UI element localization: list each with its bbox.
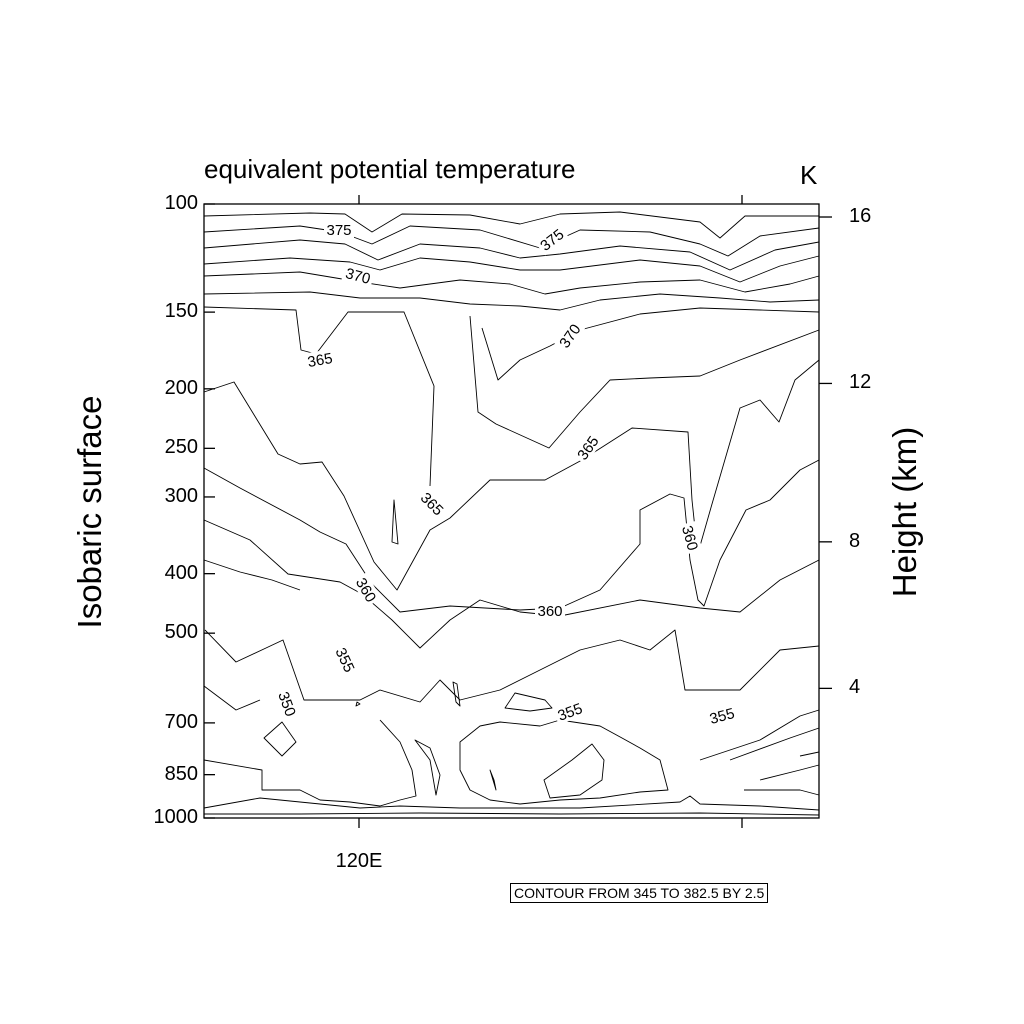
y-tick-label: 250 [164, 436, 198, 459]
contour-line [203, 459, 820, 613]
units-label: K [800, 160, 818, 190]
y-tick-label: 100 [164, 192, 198, 214]
contour-line [263, 721, 297, 757]
chart-title: equivalent potential temperature [204, 154, 576, 184]
y2-tick-label: 4 [849, 676, 861, 699]
contour-line [452, 681, 461, 707]
contour-label-bg [303, 348, 337, 371]
contour-label: 355 [708, 705, 737, 728]
contour-label-bg [324, 221, 354, 238]
contour-line [203, 519, 820, 649]
contour-line [203, 271, 820, 295]
contour-label-bg [554, 318, 586, 353]
contour-label-bg [705, 703, 739, 728]
contour-label-bg [552, 698, 587, 725]
y-tick-label: 700 [164, 710, 198, 733]
contour-label: 375 [326, 222, 351, 239]
y-tick-label: 300 [164, 484, 198, 507]
plot-frame [203, 203, 820, 819]
contour-line [203, 685, 261, 711]
y-tick-label: 200 [164, 376, 198, 399]
contour-line [799, 751, 820, 757]
contour-line [355, 701, 361, 707]
y-tick-label: 500 [164, 621, 198, 644]
x-tick-label: 120E [335, 850, 383, 872]
contour-line [459, 719, 669, 805]
contour-line [469, 315, 820, 449]
contour-label-bg [415, 487, 449, 521]
y-tick-label: 850 [164, 762, 198, 785]
contour-label-bg [341, 263, 375, 288]
contour-line [203, 306, 435, 487]
contour-line [729, 727, 820, 761]
contour-line [203, 381, 697, 591]
tick-marks [204, 195, 832, 828]
contour-label: 360 [537, 603, 562, 620]
contour-label-bg [572, 430, 604, 465]
y-tick-label: 150 [164, 300, 198, 323]
contour-line [414, 739, 441, 796]
contour-line [481, 307, 820, 381]
contour-label: 360 [678, 524, 701, 553]
contour-line [759, 764, 820, 781]
contour-line [699, 709, 820, 761]
y2-tick-label: 12 [849, 371, 872, 394]
contour-lines [203, 211, 820, 816]
contour-label-bg [535, 602, 565, 619]
y-tick-label: 1000 [153, 806, 199, 828]
contour-info-box: CONTOUR FROM 345 TO 382.5 BY 2.5 [510, 883, 769, 903]
contour-line [489, 769, 497, 791]
contour-line [391, 499, 399, 545]
contour-line [504, 692, 553, 712]
contour-line [203, 225, 820, 257]
contour-line [699, 359, 820, 547]
contour-line [744, 789, 820, 796]
contour-label-bg [351, 572, 382, 607]
contour-line [543, 743, 605, 799]
y2-tick-label: 8 [849, 529, 861, 552]
contour-label-bg [534, 223, 569, 256]
contour-label: 365 [306, 350, 334, 371]
contour-label-bg [678, 521, 703, 555]
contour-label-bg [274, 686, 301, 721]
contour-line [203, 559, 301, 591]
contour-line [203, 719, 417, 807]
contour-line [204, 812, 820, 816]
contour-line [203, 795, 820, 811]
contour-label: 370 [344, 265, 373, 288]
contour-line [203, 239, 820, 271]
contour-line [204, 629, 820, 703]
contour-line [203, 211, 819, 239]
y-tick-label: 400 [164, 561, 198, 584]
y2-tick-label: 16 [849, 205, 872, 227]
contour-line [203, 291, 820, 311]
contour-line [203, 255, 820, 283]
contour-label-bg [331, 642, 360, 677]
